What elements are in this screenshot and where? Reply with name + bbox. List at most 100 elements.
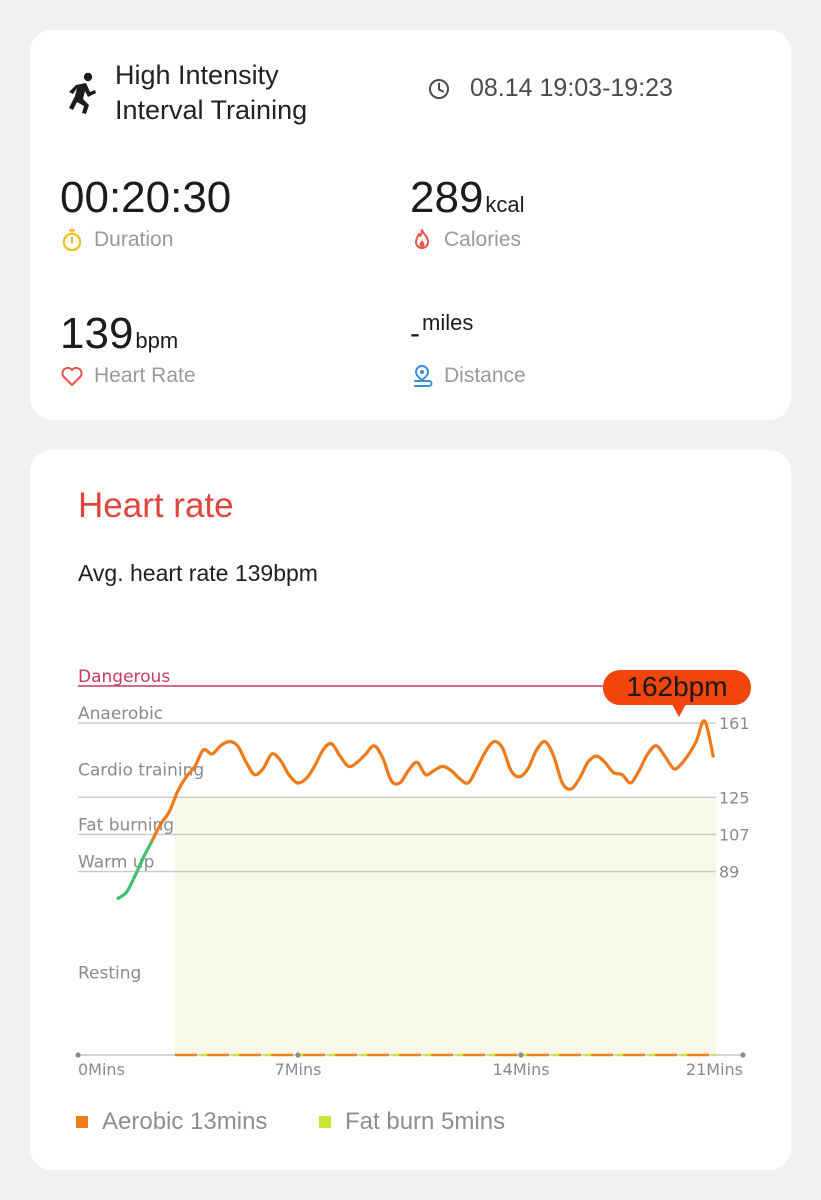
workout-time-range: 08.14 19:03-19:23 [470, 74, 673, 102]
heart-rate-point [373, 744, 376, 747]
heart-rate-point [322, 749, 324, 751]
x-tick-label-1: 7Mins [275, 1060, 322, 1079]
calories-value: 289 [410, 173, 484, 222]
heart-rate-point [253, 773, 256, 776]
legend-aerobic-label: Aerobic 13mins [102, 1108, 268, 1135]
workout-title-line2: Interval Training [115, 95, 308, 125]
heart-rate-point [168, 810, 171, 813]
heart-rate-point [407, 769, 410, 772]
heart-rate-point [270, 753, 273, 755]
peak-label: 162bpm [626, 671, 727, 702]
heart-rate-point [595, 755, 598, 757]
heart-rate-point [382, 757, 384, 759]
zone-label-5: Resting [78, 964, 141, 984]
heart-rate-point [313, 765, 316, 768]
heart-rate-point [399, 782, 401, 784]
heart-rate-point [228, 740, 230, 743]
legend-aerobic: Aerobic 13mins [76, 1108, 267, 1136]
chart-fill-area [174, 797, 716, 1055]
heart-rate-point [518, 775, 521, 778]
heart-rate-point [347, 765, 350, 768]
calories-unit: kcal [485, 192, 525, 217]
heart-rate-point [262, 767, 265, 770]
x-tick-dot-0 [75, 1052, 81, 1058]
heart-rate-point [185, 775, 188, 778]
workout-summary-card: High Intensity Interval Training 08.14 1… [30, 30, 791, 420]
heart-rate-point [211, 753, 213, 755]
heart-rate-point [552, 755, 555, 757]
heart-rate-point [236, 744, 239, 747]
heart-rate-point [604, 761, 606, 764]
heart-rate-point [433, 769, 435, 772]
heart-rate-point [655, 744, 657, 747]
heart-rate-point [279, 759, 282, 762]
heart-rate-metric: 139bpm Heart Rate [60, 310, 196, 388]
heart-rate-point [569, 788, 572, 790]
heart-rate-point [629, 782, 632, 784]
duration-label: Duration [94, 228, 174, 251]
heart-rate-point [612, 771, 615, 774]
x-tick-dot-1 [295, 1052, 301, 1058]
heart-rate-point [125, 891, 128, 893]
threshold-label-3: 107 [719, 825, 750, 844]
distance-value: - [410, 317, 420, 350]
x-tick-dot-3 [740, 1052, 746, 1058]
heart-rate-point [527, 767, 529, 770]
heart-rate-point [219, 744, 222, 747]
threshold-label-4: 89 [719, 863, 739, 882]
duration-metric: 00:20:30 Duration [60, 174, 231, 252]
calories-metric: 289kcal Calories [410, 174, 525, 252]
clock-icon [429, 79, 449, 99]
heart-rate-point [672, 767, 675, 770]
heart-rate-point [177, 790, 179, 792]
workout-title: High Intensity Interval Training [115, 58, 375, 128]
distance-unit: miles [422, 310, 474, 335]
heart-rate-value: 139 [60, 309, 134, 358]
heart-rate-point [245, 761, 247, 764]
x-tick-label-0: 0Mins [78, 1060, 125, 1079]
heart-rate-point [544, 740, 546, 743]
heart-rate-point [330, 742, 333, 745]
heart-rate-point [561, 782, 564, 784]
zone-label-1: Anaerobic [78, 704, 163, 724]
heart-rate-point [484, 751, 487, 753]
heart-rate-card: Heart rate Avg. heart rate 139bpm 179161… [30, 450, 791, 1170]
heart-rate-point [493, 740, 495, 743]
heart-rate-chart: 17916112510789DangerousAnaerobicCardio t… [75, 667, 751, 1079]
heart-rate-point [390, 780, 393, 782]
heart-rate-point [510, 769, 512, 772]
heart-rate-point [476, 767, 478, 770]
heart-rate-title: Heart rate [78, 486, 234, 525]
heart-rate-point [339, 755, 341, 757]
heart-rate-point [712, 755, 714, 757]
legend-fat-burn: Fat burn 5mins [319, 1108, 505, 1136]
heart-rate-point [416, 761, 418, 764]
x-tick-dot-2 [518, 1052, 524, 1058]
calories-label: Calories [444, 228, 522, 251]
heart-rate-point [467, 782, 470, 784]
threshold-label-2: 125 [719, 788, 750, 807]
heart-rate-point [678, 765, 680, 768]
heart-rate-point [424, 773, 427, 776]
duration-value: 00:20:30 [60, 173, 232, 222]
heart-rate-point [578, 777, 581, 780]
heart-rate-point [142, 856, 145, 858]
heart-rate-point [159, 823, 162, 825]
heart-rate-label: Heart Rate [94, 364, 196, 387]
heart-rate-point [587, 761, 589, 764]
threshold-label-1: 161 [719, 714, 750, 733]
peak-pointer [671, 704, 686, 718]
heart-rate-point [288, 773, 290, 776]
running-figure-icon [69, 72, 96, 114]
heart-rate-point [441, 765, 444, 768]
heart-rate-point [202, 749, 205, 751]
heart-rate-unit: bpm [135, 328, 179, 353]
x-tick-label-3: 21Mins [686, 1060, 743, 1079]
legend-fat-burn-swatch [319, 1116, 331, 1128]
zone-label-4: Warm up [78, 853, 154, 873]
stopwatch-icon [62, 229, 82, 252]
zone-label-2: Cardio training [78, 760, 204, 780]
heart-rate-point [450, 769, 452, 772]
heart-rate-point [638, 769, 640, 772]
distance-label: Distance [444, 364, 526, 387]
